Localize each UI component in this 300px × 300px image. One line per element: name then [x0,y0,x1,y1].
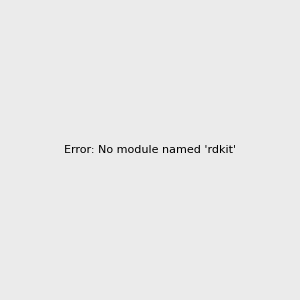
Text: Error: No module named 'rdkit': Error: No module named 'rdkit' [64,145,236,155]
